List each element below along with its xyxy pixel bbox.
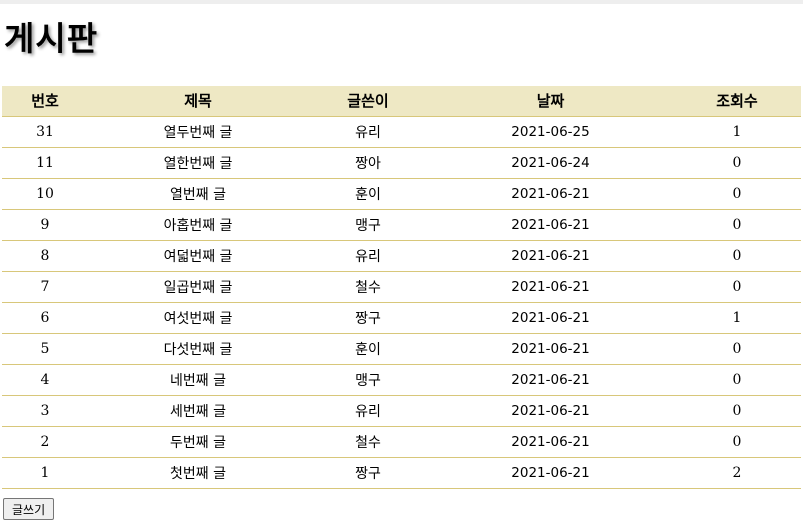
- post-date: 2021-06-21: [428, 302, 673, 334]
- post-views: 0: [673, 333, 801, 365]
- post-number: 7: [2, 271, 88, 303]
- header-row: 번호 제목 글쓴이 날짜 조회수: [2, 86, 801, 117]
- post-writer: 맹구: [308, 364, 428, 396]
- board-table-header: 번호 제목 글쓴이 날짜 조회수: [2, 86, 801, 117]
- table-row[interactable]: 4 네번째 글 맹구 2021-06-21 0: [2, 364, 801, 396]
- post-writer: 철수: [308, 426, 428, 458]
- post-title-link[interactable]: 네번째 글: [88, 364, 308, 396]
- page-title: 게시판: [4, 19, 99, 58]
- post-title-link[interactable]: 두번째 글: [88, 426, 308, 458]
- table-row[interactable]: 2 두번째 글 철수 2021-06-21 0: [2, 426, 801, 458]
- post-title-link[interactable]: 열두번째 글: [88, 116, 308, 148]
- post-writer: 철수: [308, 271, 428, 303]
- post-title-link[interactable]: 열번째 글: [88, 178, 308, 210]
- post-views: 0: [673, 178, 801, 210]
- post-title-link[interactable]: 일곱번째 글: [88, 271, 308, 303]
- post-number: 5: [2, 333, 88, 365]
- post-title-link[interactable]: 다섯번째 글: [88, 333, 308, 365]
- post-writer: 맹구: [308, 209, 428, 241]
- post-number: 4: [2, 364, 88, 396]
- post-writer: 짱아: [308, 147, 428, 179]
- post-date: 2021-06-21: [428, 178, 673, 210]
- post-number: 2: [2, 426, 88, 458]
- post-number: 31: [2, 116, 88, 148]
- header-writer: 글쓴이: [308, 86, 428, 117]
- post-number: 11: [2, 147, 88, 179]
- header-views: 조회수: [673, 86, 801, 117]
- table-row[interactable]: 1 첫번째 글 짱구 2021-06-21 2: [2, 457, 801, 489]
- post-views: 0: [673, 426, 801, 458]
- table-row[interactable]: 11 열한번째 글 짱아 2021-06-24 0: [2, 147, 801, 179]
- post-date: 2021-06-21: [428, 333, 673, 365]
- post-writer: 훈이: [308, 178, 428, 210]
- post-title-link[interactable]: 세번째 글: [88, 395, 308, 427]
- post-views: 0: [673, 147, 801, 179]
- post-views: 0: [673, 364, 801, 396]
- post-writer: 유리: [308, 240, 428, 272]
- board-table: 번호 제목 글쓴이 날짜 조회수 31 열두번째 글 유리 2021-06-25 1 11…: [2, 86, 801, 489]
- post-writer: 유리: [308, 116, 428, 148]
- post-date: 2021-06-21: [428, 395, 673, 427]
- post-views: 2: [673, 457, 801, 489]
- post-views: 0: [673, 395, 801, 427]
- post-date: 2021-06-21: [428, 364, 673, 396]
- post-writer: 훈이: [308, 333, 428, 365]
- post-writer: 유리: [308, 395, 428, 427]
- header-date: 날짜: [428, 86, 673, 117]
- post-date: 2021-06-21: [428, 457, 673, 489]
- post-date: 2021-06-21: [428, 271, 673, 303]
- post-date: 2021-06-21: [428, 240, 673, 272]
- table-row[interactable]: 10 열번째 글 훈이 2021-06-21 0: [2, 178, 801, 210]
- post-date: 2021-06-21: [428, 209, 673, 241]
- browser-top-strip: [0, 0, 803, 4]
- post-number: 8: [2, 240, 88, 272]
- post-views: 1: [673, 302, 801, 334]
- table-row[interactable]: 7 일곱번째 글 철수 2021-06-21 0: [2, 271, 801, 303]
- post-views: 0: [673, 271, 801, 303]
- table-row[interactable]: 3 세번째 글 유리 2021-06-21 0: [2, 395, 801, 427]
- table-row[interactable]: 5 다섯번째 글 훈이 2021-06-21 0: [2, 333, 801, 365]
- table-row[interactable]: 9 아홉번째 글 맹구 2021-06-21 0: [2, 209, 801, 241]
- post-views: 0: [673, 240, 801, 272]
- post-views: 0: [673, 209, 801, 241]
- post-date: 2021-06-21: [428, 426, 673, 458]
- post-title-link[interactable]: 첫번째 글: [88, 457, 308, 489]
- header-number: 번호: [2, 86, 88, 117]
- post-views: 1: [673, 116, 801, 148]
- header-title: 제목: [88, 86, 308, 117]
- post-number: 6: [2, 302, 88, 334]
- post-title-link[interactable]: 여섯번째 글: [88, 302, 308, 334]
- post-date: 2021-06-25: [428, 116, 673, 148]
- table-row[interactable]: 8 여덟번째 글 유리 2021-06-21 0: [2, 240, 801, 272]
- board-table-body: 31 열두번째 글 유리 2021-06-25 1 11 열한번째 글 짱아 2021-06-2…: [2, 116, 801, 489]
- post-number: 1: [2, 457, 88, 489]
- post-number: 9: [2, 209, 88, 241]
- table-row[interactable]: 6 여섯번째 글 짱구 2021-06-21 1: [2, 302, 801, 334]
- post-date: 2021-06-24: [428, 147, 673, 179]
- post-writer: 짱구: [308, 457, 428, 489]
- post-number: 3: [2, 395, 88, 427]
- post-title-link[interactable]: 아홉번째 글: [88, 209, 308, 241]
- post-number: 10: [2, 178, 88, 210]
- table-row[interactable]: 31 열두번째 글 유리 2021-06-25 1: [2, 116, 801, 148]
- post-title-link[interactable]: 여덟번째 글: [88, 240, 308, 272]
- post-title-link[interactable]: 열한번째 글: [88, 147, 308, 179]
- post-writer: 짱구: [308, 302, 428, 334]
